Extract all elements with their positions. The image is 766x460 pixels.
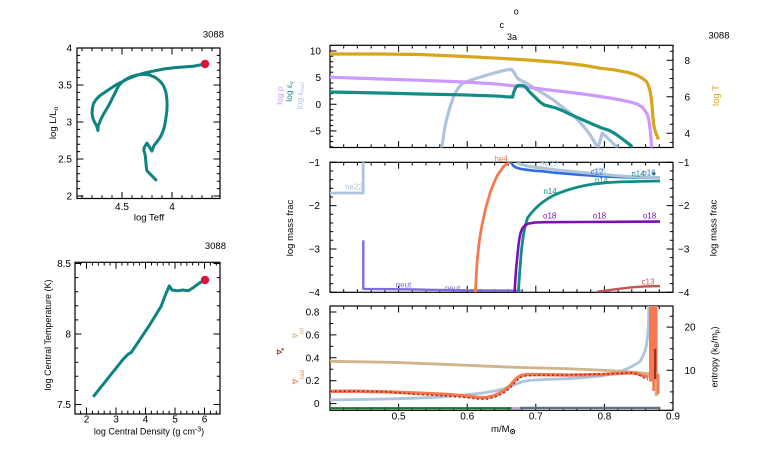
svg-text:c12: c12 (591, 168, 604, 177)
svg-text:8.5: 8.5 (57, 259, 71, 270)
svg-text:−2: −2 (309, 201, 321, 212)
svg-text:neut: neut (396, 280, 412, 289)
svg-text:log εnuc: log εnuc (295, 82, 307, 109)
svg-text:n14: n14 (543, 187, 557, 196)
svg-text:n14: n14 (631, 170, 645, 179)
svg-text:log T: log T (711, 85, 722, 106)
svg-text:3.5: 3.5 (58, 81, 72, 92)
svg-text:log Teff: log Teff (134, 213, 165, 224)
svg-text:8: 8 (685, 56, 691, 67)
svg-text:log L/Lo: log L/Lo (48, 107, 60, 140)
svg-text:0: 0 (314, 399, 320, 410)
svg-text:3a: 3a (507, 32, 517, 42)
svg-text:he4: he4 (494, 154, 508, 163)
svg-text:10: 10 (685, 366, 697, 377)
svg-text:3088: 3088 (203, 30, 224, 41)
svg-text:ne22: ne22 (345, 183, 363, 192)
svg-text:0.6: 0.6 (460, 412, 474, 423)
svg-text:4: 4 (66, 44, 72, 55)
svg-text:c: c (499, 20, 504, 30)
svg-text:ne22: ne22 (540, 160, 558, 169)
svg-text:n14: n14 (595, 176, 609, 185)
svg-text:3: 3 (66, 118, 72, 129)
svg-text:6: 6 (202, 414, 208, 425)
svg-text:rad: rad (300, 370, 306, 379)
svg-text:o18: o18 (593, 212, 607, 221)
svg-text:log εν: log εν (284, 81, 296, 102)
svg-text:−3: −3 (309, 244, 321, 255)
svg-text:−1: −1 (309, 158, 321, 169)
svg-text:c13: c13 (642, 278, 655, 287)
svg-text:o: o (514, 6, 519, 16)
svg-text:4: 4 (169, 202, 175, 213)
svg-text:3088: 3088 (708, 31, 729, 42)
svg-text:4: 4 (143, 414, 149, 425)
svg-text:6: 6 (685, 92, 691, 103)
svg-text:0.2: 0.2 (306, 376, 320, 387)
svg-text:entropy (kB/mp): entropy (kB/mp) (710, 327, 722, 388)
svg-text:0.5: 0.5 (392, 412, 406, 423)
svg-text:0.8: 0.8 (306, 308, 320, 319)
svg-text:log mass frac: log mass frac (709, 200, 720, 257)
svg-text:o18: o18 (543, 212, 557, 221)
svg-text:4.5: 4.5 (115, 202, 129, 213)
svg-text:o18: o18 (643, 212, 657, 221)
svg-text:m/M: m/M (491, 424, 510, 435)
svg-text:10: 10 (310, 47, 322, 58)
svg-text:log Central Density (g cm-3): log Central Density (g cm-3) (94, 427, 204, 437)
svg-text:7.5: 7.5 (57, 400, 71, 411)
svg-text:20: 20 (685, 323, 697, 334)
svg-text:log mass frac: log mass frac (285, 200, 296, 257)
svg-text:5: 5 (172, 414, 178, 425)
svg-text:2: 2 (84, 414, 90, 425)
svg-text:4: 4 (685, 129, 691, 140)
svg-text:−3: −3 (678, 244, 690, 255)
svg-text:0.8: 0.8 (597, 412, 611, 423)
svg-text:0.6: 0.6 (306, 330, 320, 341)
svg-text:0.7: 0.7 (529, 412, 543, 423)
svg-text:0.4: 0.4 (306, 353, 320, 364)
svg-text:−4: −4 (309, 288, 321, 299)
svg-text:−1: −1 (678, 158, 690, 169)
svg-text:−2: −2 (678, 201, 690, 212)
svg-text:−4: −4 (678, 288, 690, 299)
svg-text:8: 8 (65, 330, 71, 341)
svg-text:o16: o16 (592, 167, 606, 176)
svg-text:5: 5 (315, 73, 321, 84)
svg-text:ad: ad (299, 328, 305, 335)
svg-text:neut: neut (445, 284, 461, 293)
svg-text:3088: 3088 (205, 241, 226, 252)
svg-text:log ρ: log ρ (275, 86, 285, 105)
svg-text:2.5: 2.5 (58, 155, 72, 166)
svg-text:−5: −5 (310, 126, 322, 137)
svg-text:3: 3 (113, 414, 119, 425)
svg-text:o16: o16 (642, 169, 656, 178)
svg-text:0.9: 0.9 (666, 412, 680, 423)
svg-text:2: 2 (66, 192, 72, 203)
svg-text:0: 0 (315, 100, 321, 111)
svg-text:log Central Temperature (K): log Central Temperature (K) (43, 280, 53, 391)
